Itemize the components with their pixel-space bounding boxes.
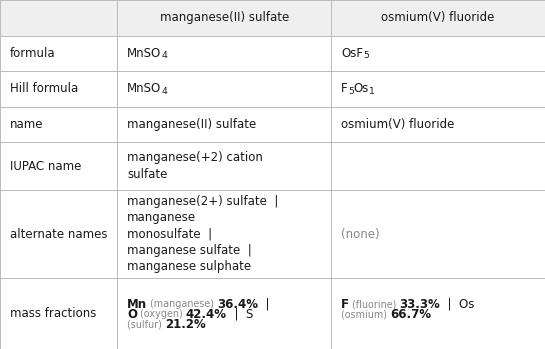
Text: 42.4%: 42.4% (186, 307, 227, 321)
Text: osmium(V) fluoride: osmium(V) fluoride (382, 11, 495, 24)
Text: Os: Os (354, 82, 369, 96)
Text: 4: 4 (161, 51, 167, 60)
Text: formula: formula (10, 47, 56, 60)
Text: |  S: | S (227, 307, 253, 321)
Bar (331, 107, 545, 142)
Bar (117, 278, 331, 349)
Text: OsF: OsF (341, 47, 363, 60)
Text: manganese(II) sulfate: manganese(II) sulfate (160, 11, 289, 24)
Bar (331, 71, 545, 107)
Bar (331, 278, 545, 349)
Text: 36.4%: 36.4% (217, 298, 258, 311)
Text: (oxygen): (oxygen) (137, 309, 186, 319)
Text: MnSO: MnSO (127, 82, 161, 96)
Bar (117, 71, 331, 107)
Bar (117, 190, 331, 278)
Bar (331, 36, 545, 71)
Bar (331, 71, 545, 107)
Text: F: F (341, 298, 349, 311)
Bar (331, 190, 545, 278)
Text: 1: 1 (369, 87, 375, 96)
Bar (0, 71, 117, 107)
Bar (117, 107, 331, 142)
Text: (sulfur): (sulfur) (127, 319, 165, 329)
Text: F: F (341, 82, 348, 96)
Text: Hill formula: Hill formula (10, 82, 78, 96)
Text: (osmium): (osmium) (341, 309, 390, 319)
Bar (0, 107, 117, 142)
Bar (117, 36, 331, 71)
Bar (0, 142, 117, 190)
Bar (331, 36, 545, 71)
Text: osmium(V) fluoride: osmium(V) fluoride (341, 118, 455, 131)
Bar (0, 107, 117, 142)
Text: 5: 5 (363, 51, 369, 60)
Text: O: O (127, 307, 137, 321)
Bar (331, 107, 545, 142)
Bar (117, 0, 331, 36)
Text: (none): (none) (341, 228, 380, 241)
Bar (0, 0, 117, 36)
Bar (0, 36, 117, 71)
Bar (0, 0, 117, 36)
Text: IUPAC name: IUPAC name (10, 160, 81, 173)
Bar (331, 190, 545, 278)
Text: manganese(+2) cation
sulfate: manganese(+2) cation sulfate (127, 151, 263, 181)
Text: MnSO: MnSO (127, 47, 161, 60)
Bar (331, 0, 545, 36)
Text: Mn: Mn (127, 298, 147, 311)
Bar (117, 190, 331, 278)
Bar (117, 36, 331, 71)
Text: |  Os: | Os (440, 298, 475, 311)
Bar (331, 142, 545, 190)
Bar (117, 107, 331, 142)
Text: 33.3%: 33.3% (399, 298, 440, 311)
Text: manganese(2+) sulfate  |
manganese
monosulfate  |
manganese sulfate  |
manganese: manganese(2+) sulfate | manganese monosu… (127, 195, 278, 273)
Text: name: name (10, 118, 43, 131)
Text: manganese(II) sulfate: manganese(II) sulfate (127, 118, 256, 131)
Bar (0, 278, 117, 349)
Text: 5: 5 (348, 87, 354, 96)
Text: mass fractions: mass fractions (10, 307, 96, 320)
Text: |: | (258, 298, 270, 311)
Bar (0, 278, 117, 349)
Bar (117, 0, 331, 36)
Text: 66.7%: 66.7% (390, 307, 431, 321)
Bar (0, 142, 117, 190)
Bar (331, 278, 545, 349)
Bar (0, 71, 117, 107)
Bar (117, 142, 331, 190)
Text: alternate names: alternate names (10, 228, 107, 241)
Bar (331, 0, 545, 36)
Bar (0, 36, 117, 71)
Text: (manganese): (manganese) (147, 299, 217, 309)
Text: (fluorine): (fluorine) (349, 299, 399, 309)
Bar (0, 190, 117, 278)
Bar (117, 278, 331, 349)
Bar (0, 190, 117, 278)
Bar (331, 142, 545, 190)
Bar (117, 142, 331, 190)
Text: 4: 4 (161, 87, 167, 96)
Text: 21.2%: 21.2% (165, 318, 205, 331)
Bar (117, 71, 331, 107)
